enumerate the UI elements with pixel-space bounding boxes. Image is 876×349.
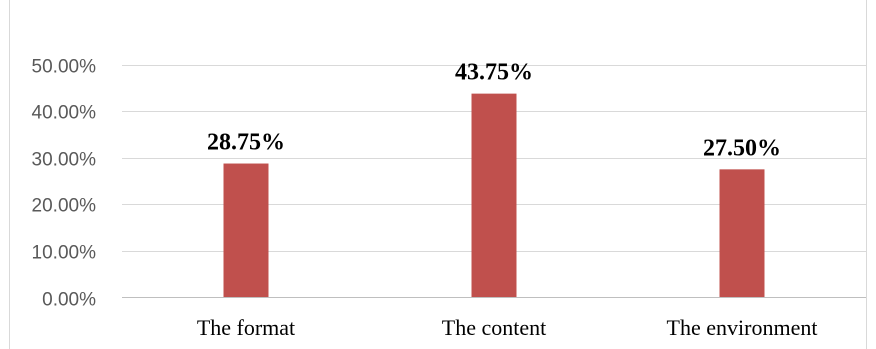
bar [719, 169, 765, 298]
x-tick-label: The environment [667, 315, 818, 340]
x-tick-label: The content [442, 315, 546, 340]
y-tick-label: 20.00% [32, 196, 97, 217]
x-axis-tick-labels: The format The content The environment [197, 315, 818, 340]
y-tick-label: 30.00% [32, 150, 97, 171]
y-tick-label: 40.00% [32, 103, 97, 124]
bars [223, 93, 765, 298]
y-tick-label: 10.00% [32, 243, 97, 264]
x-tick-label: The format [197, 315, 295, 340]
y-axis-tick-labels: 0.00% 10.00% 20.00% 30.00% 40.00% 50.00% [32, 57, 97, 311]
bar [471, 93, 517, 298]
bar [223, 163, 269, 298]
y-tick-label: 0.00% [42, 290, 96, 311]
data-label: 43.75% [455, 60, 533, 86]
y-tick-label: 50.00% [32, 57, 97, 78]
data-label: 27.50% [703, 135, 781, 161]
data-label: 28.75% [207, 130, 285, 156]
data-labels: 28.75% 43.75% 27.50% [207, 60, 781, 162]
